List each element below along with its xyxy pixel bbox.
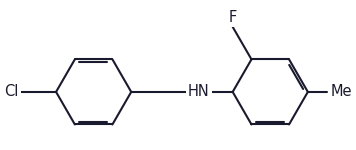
Text: Me: Me: [330, 84, 352, 99]
Text: HN: HN: [188, 84, 210, 99]
Text: Cl: Cl: [4, 84, 19, 99]
Text: F: F: [229, 10, 237, 25]
